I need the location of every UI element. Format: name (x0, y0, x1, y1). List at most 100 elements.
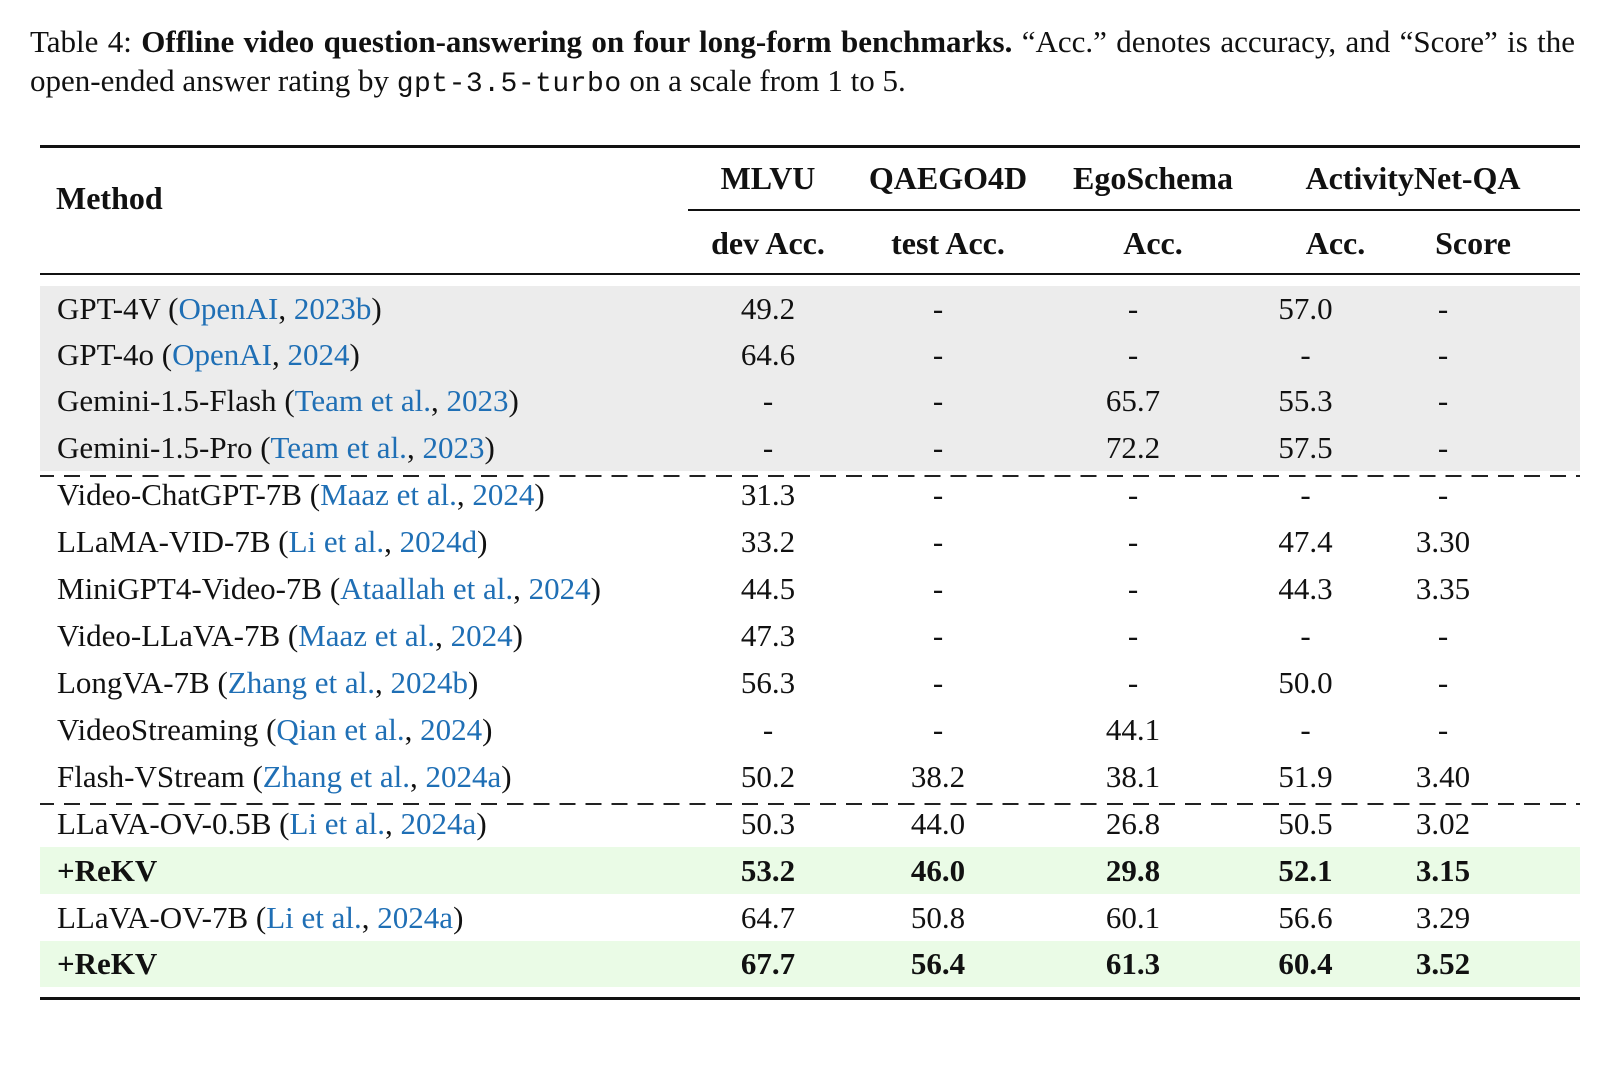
method-name: Video-LLaVA-7B (57, 617, 281, 653)
method-cell: LLaVA-OV-7B (Li et al., 2024a) (57, 899, 464, 935)
value-cell: 47.4 (1278, 523, 1333, 559)
citation-author-link[interactable]: Zhang et al. (262, 759, 410, 794)
value-cell: - (932, 523, 944, 559)
value-cell: - (1127, 664, 1139, 700)
method-cell: +ReKV (40, 941, 688, 987)
citation-author-link[interactable]: Li et al. (266, 899, 362, 935)
value-cell: - (932, 476, 944, 512)
value-cell: 57.5 (1278, 429, 1333, 465)
value-cell: - (1127, 476, 1139, 512)
subheader-activitynet-score: Score (1435, 225, 1511, 261)
value-cell: - (932, 383, 944, 418)
method-cell: Video-LLaVA-7B (Maaz et al., 2024) (57, 617, 523, 653)
value-cell: 29.8 (1105, 852, 1161, 888)
value-cell: - (1437, 711, 1449, 747)
method-name: LLaVA-OV-7B (57, 899, 249, 935)
value-cell: 56.6 (1278, 899, 1333, 935)
value-cell: 55.3 (1278, 383, 1333, 418)
table-row: GPT-4V (OpenAI, 2023b) 49.2 - - 57.0 - (40, 286, 1580, 332)
method-cell: VideoStreaming (Qian et al., 2024) (57, 711, 493, 747)
citation-year-link[interactable]: 2024a (425, 759, 502, 794)
citation-author-link[interactable]: Team et al. (270, 429, 407, 465)
value-cell: 53.2 (740, 852, 796, 888)
table-row: Gemini-1.5-Pro (Team et al., 2023) - - 72.2… (40, 424, 1580, 471)
value-cell: 72.2 (1105, 429, 1161, 465)
citation-year-link[interactable]: 2024a (400, 806, 477, 841)
value-cell: - (1127, 570, 1139, 606)
method-cell: Gemini-1.5-Pro (Team et al., 2023) (57, 429, 495, 465)
value-cell: 52.1 (1278, 852, 1333, 888)
citation-author-link[interactable]: OpenAI (178, 291, 279, 326)
value-cell: 44.0 (910, 806, 966, 841)
subheader-mlvu: dev Acc. (711, 225, 825, 261)
value-cell: 64.6 (740, 337, 796, 372)
method-cell: Gemini-1.5-Flash (Team et al., 2023) (57, 383, 519, 418)
citation-year-link[interactable]: 2024 (528, 570, 591, 606)
value-cell: 3.30 (1415, 523, 1471, 559)
results-body: GPT-4V (OpenAI, 2023b) 49.2- -57.0- GPT-4o … (40, 286, 1580, 987)
citation-year-link[interactable]: 2023 (446, 383, 509, 418)
value-cell: - (1437, 429, 1449, 465)
caption-text-2: on a scale from 1 to 5. (629, 63, 906, 98)
citation-author-link[interactable]: Li et al. (288, 523, 385, 559)
citation-author-link[interactable]: Team et al. (294, 383, 432, 418)
method-cell: LLaMA-VID-7B (Li et al., 2024d) (57, 523, 488, 559)
citation-author-link[interactable]: OpenAI (172, 337, 272, 372)
citation-author-link[interactable]: Maaz et al. (320, 476, 457, 512)
header-group-activitynet: ActivityNet-QA (1305, 160, 1521, 196)
bottom-rule (40, 997, 1580, 1000)
citation-year-link[interactable]: 2024b (390, 664, 469, 700)
table-row: LLaMA-VID-7B (Li et al., 2024d) 33.2 - - 47.… (40, 518, 1580, 565)
value-cell: 3.35 (1415, 570, 1471, 606)
value-cell: 31.3 (740, 476, 796, 512)
value-cell: 33.2 (740, 523, 796, 559)
table-row: MiniGPT4-Video-7B (Ataallah et al., 2024… (40, 565, 1580, 612)
value-cell: 57.0 (1278, 291, 1333, 326)
value-cell: - (1127, 523, 1139, 559)
value-cell: - (932, 429, 944, 465)
citation-year-link[interactable]: 2024 (420, 711, 483, 747)
method-name: LLaVA-OV-0.5B (57, 806, 272, 841)
citation-year-link[interactable]: 2023 (422, 429, 485, 465)
value-cell: - (1300, 711, 1311, 747)
caption-code: gpt-3.5-turbo (396, 69, 622, 100)
table-row: Flash-VStream (Zhang et al., 2024a) 50.2 3… (40, 753, 1580, 801)
table-row: Video-ChatGPT-7B (Maaz et al., 2024) 31.3… (40, 471, 1580, 518)
citation-year-link[interactable]: 2023b (293, 291, 372, 326)
citation-author-link[interactable]: Maaz et al. (298, 617, 436, 653)
header-group-egoschema: EgoSchema (1073, 160, 1233, 196)
method-name: Gemini-1.5-Flash (57, 383, 277, 418)
value-cell: 26.8 (1105, 806, 1161, 841)
citation-author-link[interactable]: Li et al. (289, 806, 386, 841)
method-cell: GPT-4V (OpenAI, 2023b) (57, 291, 382, 326)
value-cell: - (932, 291, 944, 326)
value-cell: 56.4 (910, 946, 966, 981)
value-cell: - (1437, 291, 1449, 326)
citation-author-link[interactable]: Qian et al. (276, 711, 405, 747)
citation-year-link[interactable]: 2024 (450, 617, 513, 653)
table-row: VideoStreaming (Qian et al., 2024) - - 44.1… (40, 706, 1580, 753)
method-name: Video-ChatGPT-7B (57, 476, 302, 512)
method-cell: GPT-4o (OpenAI, 2024) (57, 337, 360, 372)
citation-author-link[interactable]: Ataallah et al. (340, 570, 514, 606)
citation-author-link[interactable]: Zhang et al. (227, 664, 375, 700)
method-name: LLaMA-VID-7B (57, 523, 271, 559)
value-cell: 50.5 (1278, 806, 1333, 841)
value-cell: 60.4 (1278, 946, 1333, 981)
value-cell: - (932, 337, 944, 372)
value-cell: 50.8 (910, 899, 966, 935)
citation-year-link[interactable]: 2024d (399, 523, 478, 559)
value-cell: - (1127, 337, 1139, 372)
table-row: LLaVA-OV-0.5B (Li et al., 2024a) 50.3 44.0… (40, 801, 1580, 847)
method-cell: LLaVA-OV-0.5B (Li et al., 2024a) (57, 806, 487, 841)
header-mid-rule (688, 209, 1580, 211)
citation-year-link[interactable]: 2024 (472, 476, 535, 512)
citation-year-link[interactable]: 2024a (377, 899, 454, 935)
method-cell: MiniGPT4-Video-7B (Ataallah et al., 2024… (57, 570, 601, 606)
method-cell: Flash-VStream (Zhang et al., 2024a) (57, 759, 512, 794)
table-row: Video-LLaVA-7B (Maaz et al., 2024) 47.3 - -… (40, 612, 1580, 659)
method-name: LongVA-7B (57, 664, 210, 700)
citation-year-link[interactable]: 2024 (287, 337, 350, 372)
value-cell: - (1300, 476, 1311, 512)
value-cell: - (932, 711, 944, 747)
